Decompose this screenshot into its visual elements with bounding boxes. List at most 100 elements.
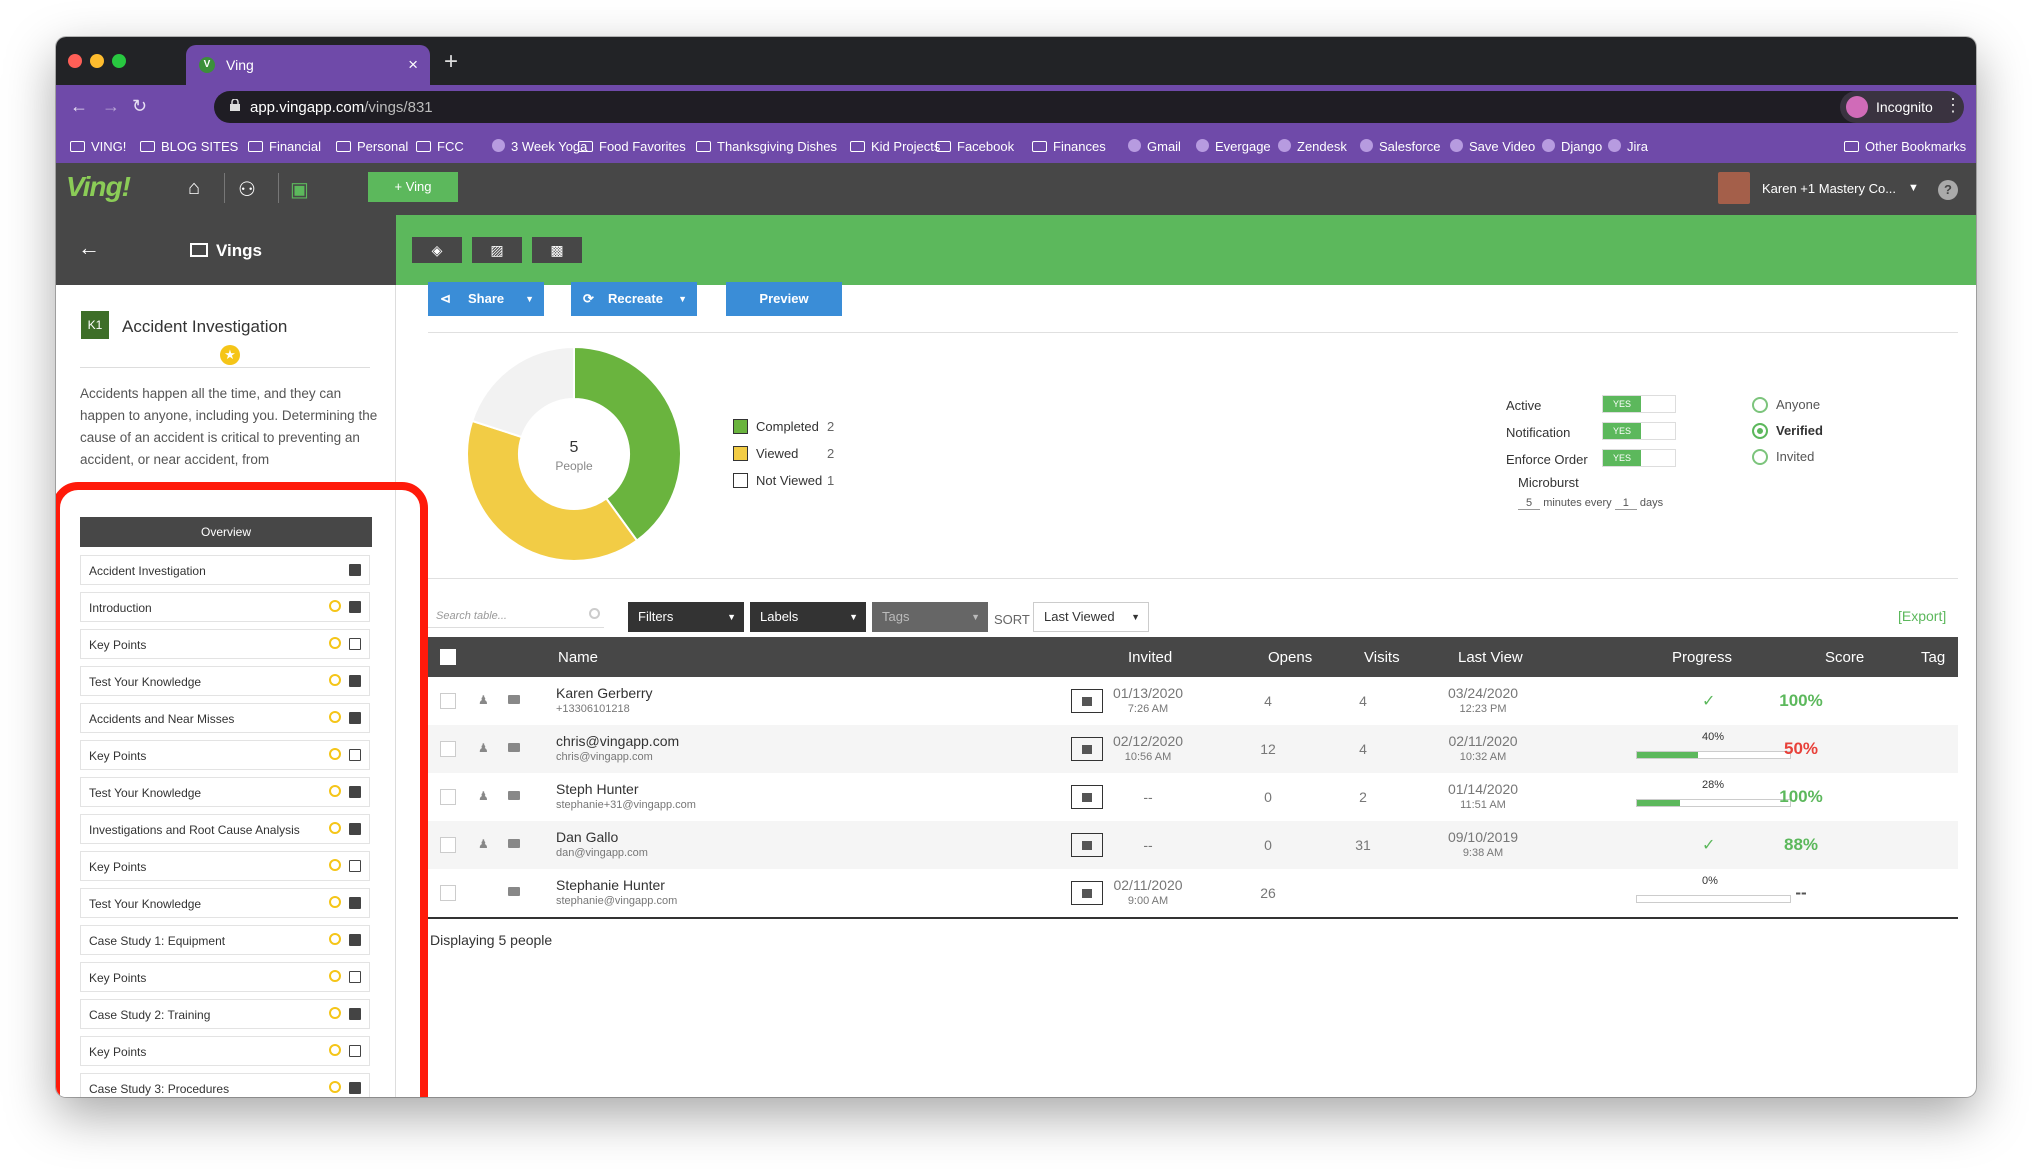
bookmark-item[interactable]: VING! [70, 139, 126, 154]
share-button[interactable]: ⊲ Share ▼ [428, 282, 544, 316]
person-name[interactable]: Stephanie Hunter [556, 877, 665, 893]
sidebar-item[interactable]: Accident Investigation [80, 555, 370, 585]
col-tag[interactable]: Tag [1921, 649, 1946, 666]
contact-card-icon[interactable]: ▨ [472, 237, 522, 263]
bookmark-item[interactable]: Gmail [1128, 139, 1181, 154]
table-row[interactable]: ♟ Dan Gallo dan@vingapp.com -- 0 31 09/10/2019… [428, 821, 1958, 869]
table-row[interactable]: ♟ Karen Gerberry +13306101218 01/13/2020 7:2… [428, 677, 1958, 725]
col-invited[interactable]: Invited [1128, 649, 1173, 666]
bookmark-item[interactable]: Financial [248, 139, 321, 154]
bookmark-item[interactable]: Kid Projects [850, 139, 940, 154]
col-opens[interactable]: Opens [1268, 649, 1313, 666]
table-row[interactable]: Stephanie Hunter stephanie@vingapp.com 02/… [428, 869, 1958, 917]
home-icon[interactable]: ⌂ [188, 177, 201, 199]
bookmark-item[interactable]: Evergage [1196, 139, 1271, 154]
view-ving-button[interactable] [1071, 689, 1103, 713]
row-checkbox[interactable] [440, 837, 456, 853]
vings-gallery-icon[interactable]: ▣ [290, 179, 309, 201]
notification-toggle[interactable]: YES [1602, 422, 1676, 440]
view-ving-button[interactable] [1071, 785, 1103, 809]
bookmark-item[interactable]: Salesforce [1360, 139, 1440, 154]
bookmark-item[interactable]: Facebook [936, 139, 1014, 154]
tags-dropdown[interactable]: Tags ▼ [872, 602, 988, 632]
back-icon[interactable]: ← [70, 96, 88, 116]
bookmark-item[interactable]: Personal [336, 139, 408, 154]
audience-radio[interactable]: Invited [1752, 449, 1814, 465]
microburst-minutes-input[interactable]: 5 [1518, 497, 1541, 510]
sidebar-item[interactable]: Investigations and Root Cause Analysis [80, 814, 370, 844]
preview-button[interactable]: Preview [726, 282, 842, 316]
tag-icon[interactable]: ◈ [412, 237, 462, 263]
add-ving-button[interactable]: + Ving [368, 172, 458, 202]
browser-tab[interactable]: V Ving × [186, 45, 430, 85]
row-checkbox[interactable] [440, 693, 456, 709]
export-link[interactable]: [Export] [1898, 608, 1947, 624]
minimize-window-dot[interactable] [90, 54, 104, 68]
filters-dropdown[interactable]: Filters ▼ [628, 602, 744, 632]
overview-button[interactable]: Overview [80, 517, 372, 547]
row-checkbox[interactable] [440, 741, 456, 757]
sidebar-item[interactable]: Accidents and Near Misses [80, 703, 370, 733]
bookmark-item[interactable]: Food Favorites [578, 139, 686, 154]
recreate-button[interactable]: ⟳ Recreate ▼ [571, 282, 697, 316]
enforce-order-toggle[interactable]: YES [1602, 449, 1676, 467]
bookmark-item[interactable]: 3 Week Yoga [492, 139, 587, 154]
sidebar-item[interactable]: Case Study 3: Procedures [80, 1073, 370, 1097]
message-icon[interactable] [508, 743, 520, 752]
bookmark-item[interactable]: BLOG SITES [140, 139, 238, 154]
sidebar-item[interactable]: Key Points [80, 851, 370, 881]
bookmark-item[interactable]: Jira [1608, 139, 1648, 154]
sidebar-item[interactable]: Key Points [80, 740, 370, 770]
audience-radio[interactable]: Anyone [1752, 397, 1820, 413]
sidebar-item[interactable]: Key Points [80, 962, 370, 992]
url-field[interactable]: app.vingapp.com/vings/831 ⚿ ☆ [214, 91, 1904, 123]
bookmark-item[interactable]: Zendesk [1278, 139, 1347, 154]
message-icon[interactable] [508, 887, 520, 896]
table-row[interactable]: ♟ Steph Hunter stephanie+31@vingapp.com -- 0… [428, 773, 1958, 821]
menu-kebab-icon[interactable]: ⋮ [1944, 95, 1962, 115]
message-icon[interactable] [508, 839, 520, 848]
col-name[interactable]: Name [558, 649, 599, 666]
sidebar-item[interactable]: Key Points [80, 1036, 370, 1066]
sidebar-item[interactable]: Test Your Knowledge [80, 666, 370, 696]
incognito-badge[interactable]: Incognito [1840, 91, 1964, 123]
sidebar-item[interactable]: Key Points [80, 629, 370, 659]
people-icon[interactable]: ⚇ [238, 179, 256, 201]
close-tab-icon[interactable]: × [408, 55, 418, 74]
microburst-days-input[interactable]: 1 [1614, 497, 1637, 510]
active-toggle[interactable]: YES [1602, 395, 1676, 413]
sidebar-item[interactable]: Test Your Knowledge [80, 777, 370, 807]
audience-radio[interactable]: Verified [1752, 423, 1823, 439]
bookmark-item[interactable]: Finances [1032, 139, 1106, 154]
close-window-dot[interactable] [68, 54, 82, 68]
sort-dropdown[interactable]: Last Viewed ▼ [1033, 602, 1149, 632]
sidebar-item[interactable]: Case Study 2: Training [80, 999, 370, 1029]
sidebar-item[interactable]: Case Study 1: Equipment [80, 925, 370, 955]
ving-logo[interactable]: Ving! [66, 171, 131, 202]
person-name[interactable]: Dan Gallo [556, 829, 619, 845]
search-input[interactable]: Search table... [428, 602, 604, 628]
row-checkbox[interactable] [440, 789, 456, 805]
back-arrow-icon[interactable]: ← [78, 235, 100, 260]
archive-icon[interactable]: ▩ [532, 237, 582, 263]
col-score[interactable]: Score [1825, 649, 1865, 666]
sidebar-item[interactable]: Introduction [80, 592, 370, 622]
reload-icon[interactable]: ↻ [132, 96, 148, 116]
labels-dropdown[interactable]: Labels ▼ [750, 602, 866, 632]
maximize-window-dot[interactable] [112, 54, 126, 68]
bookmark-item[interactable]: Thanksgiving Dishes [696, 139, 837, 154]
bookmark-item[interactable]: Django [1542, 139, 1602, 154]
person-name[interactable]: Steph Hunter [556, 781, 639, 797]
message-icon[interactable] [508, 791, 520, 800]
forward-icon[interactable]: → [102, 96, 120, 116]
message-icon[interactable] [508, 695, 520, 704]
other-bookmarks[interactable]: Other Bookmarks [1844, 139, 1966, 154]
select-all-checkbox[interactable] [440, 649, 456, 665]
col-visits[interactable]: Visits [1364, 649, 1400, 666]
new-tab-icon[interactable]: + [444, 48, 459, 75]
view-ving-button[interactable] [1071, 833, 1103, 857]
col-last-view[interactable]: Last View [1458, 649, 1523, 666]
view-ving-button[interactable] [1071, 737, 1103, 761]
row-checkbox[interactable] [440, 885, 456, 901]
bookmark-item[interactable]: Save Video [1450, 139, 1535, 154]
